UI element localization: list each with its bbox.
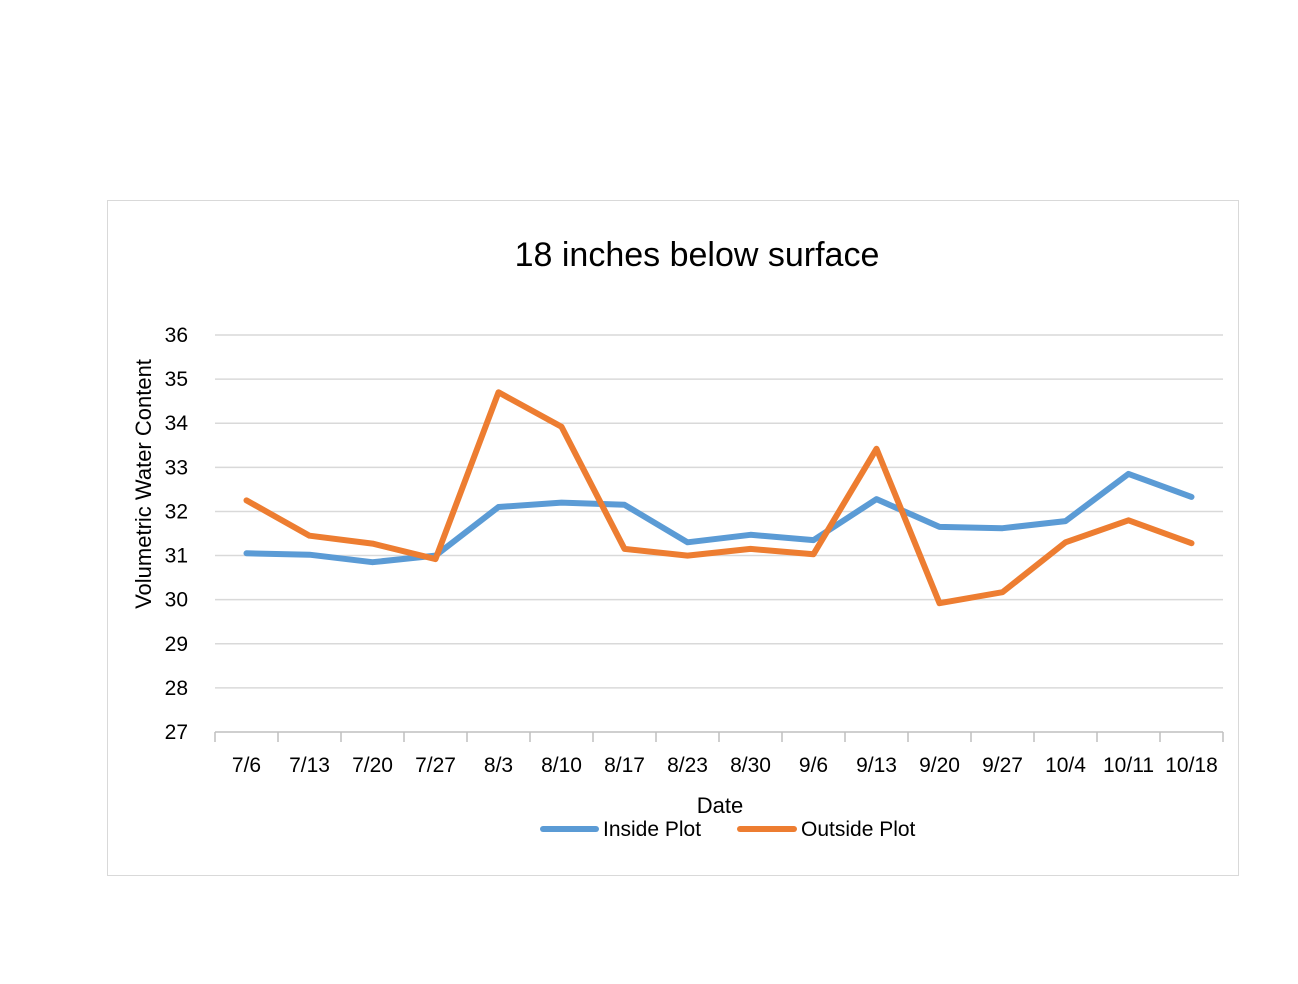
series-lines (243, 389, 1195, 607)
y-tick-label: 36 (165, 324, 188, 347)
y-tick-label: 35 (165, 368, 188, 391)
x-tick-label: 7/13 (289, 754, 330, 777)
gridlines (215, 334, 1223, 689)
series-line-outside-plot (243, 389, 1195, 607)
legend-label: Inside Plot (603, 818, 701, 841)
x-tick-label: 9/20 (919, 754, 960, 777)
legend-label: Outside Plot (801, 818, 916, 841)
x-tick-label: 10/11 (1103, 754, 1154, 777)
y-axis-tick-labels: 27 28 29 30 31 32 33 34 35 36 (165, 324, 189, 744)
x-tick-label: 7/20 (352, 754, 393, 777)
x-tick-label: 8/23 (667, 754, 708, 777)
x-tick-label: 9/6 (799, 754, 828, 777)
series-line-inside-plot (243, 470, 1195, 566)
x-tick-label: 10/4 (1045, 754, 1086, 777)
y-tick-label: 29 (165, 633, 188, 656)
x-tick-label: 8/3 (484, 754, 513, 777)
line-chart: 18 inches below surface 27 28 29 30 31 32 33 34… (131, 236, 1224, 841)
x-tick-label: 8/30 (730, 754, 771, 777)
x-tick-label: 8/17 (604, 754, 645, 777)
y-tick-label: 30 (165, 589, 188, 612)
x-tick-label: 9/27 (982, 754, 1023, 777)
legend: Inside Plot Outside Plot (540, 818, 916, 841)
y-tick-label: 27 (165, 721, 188, 744)
chart-title: 18 inches below surface (515, 236, 880, 274)
x-tick-label: 9/13 (856, 754, 897, 777)
y-tick-label: 34 (165, 412, 189, 435)
y-tick-label: 28 (165, 677, 188, 700)
y-tick-label: 32 (165, 500, 188, 523)
x-tick-label: 7/27 (415, 754, 456, 777)
y-tick-label: 31 (165, 545, 188, 568)
x-tick-label: 10/18 (1165, 754, 1218, 777)
x-axis: 7/6 7/13 7/20 7/27 8/3 8/10 8/17 8/23 8/30 9/6 9/1… (214, 731, 1224, 777)
x-tick-label: 7/6 (232, 754, 261, 777)
y-tick-label: 33 (165, 456, 188, 479)
chart-frame: 18 inches below surface 27 28 29 30 31 32 33 34… (107, 200, 1239, 876)
y-axis-title: Volumetric Water Content (131, 359, 156, 609)
x-axis-title: Date (697, 793, 743, 818)
x-tick-label: 8/10 (541, 754, 582, 777)
